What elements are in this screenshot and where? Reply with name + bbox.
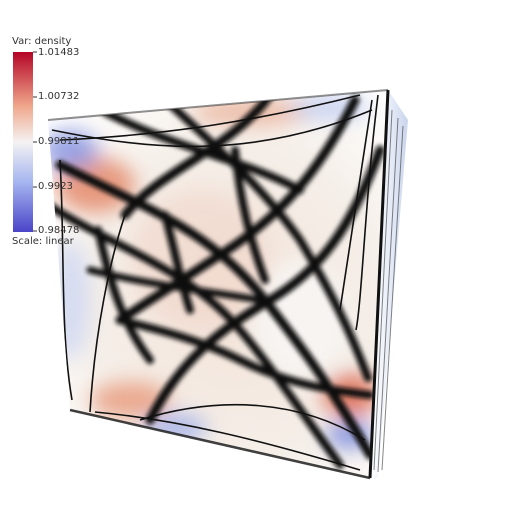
cube-top-edge bbox=[47, 89, 389, 121]
legend-variable-label: Var: density bbox=[12, 36, 72, 47]
cube-front-grid-lines bbox=[48, 90, 385, 469]
color-legend: Var: density 1.01483 1.00732 0.99811 0.9… bbox=[0, 0, 140, 260]
cube-bottom-edge bbox=[69, 408, 371, 480]
legend-tick-label: 0.99811 bbox=[38, 136, 80, 147]
legend-tick-label: 1.00732 bbox=[38, 91, 80, 102]
legend-scale-label: Scale: linear bbox=[12, 236, 74, 247]
cube-right-face-hatching bbox=[373, 109, 404, 473]
cube-front-fine-lines bbox=[51, 94, 379, 471]
legend-tick-label: 0.98478 bbox=[38, 225, 80, 236]
cube-right-edge bbox=[368, 89, 390, 479]
legend-tick-label: 0.9923 bbox=[38, 181, 73, 192]
cube-front-face bbox=[48, 90, 388, 478]
legend-tick-label: 1.01483 bbox=[38, 47, 80, 58]
legend-colorbar bbox=[13, 52, 33, 232]
